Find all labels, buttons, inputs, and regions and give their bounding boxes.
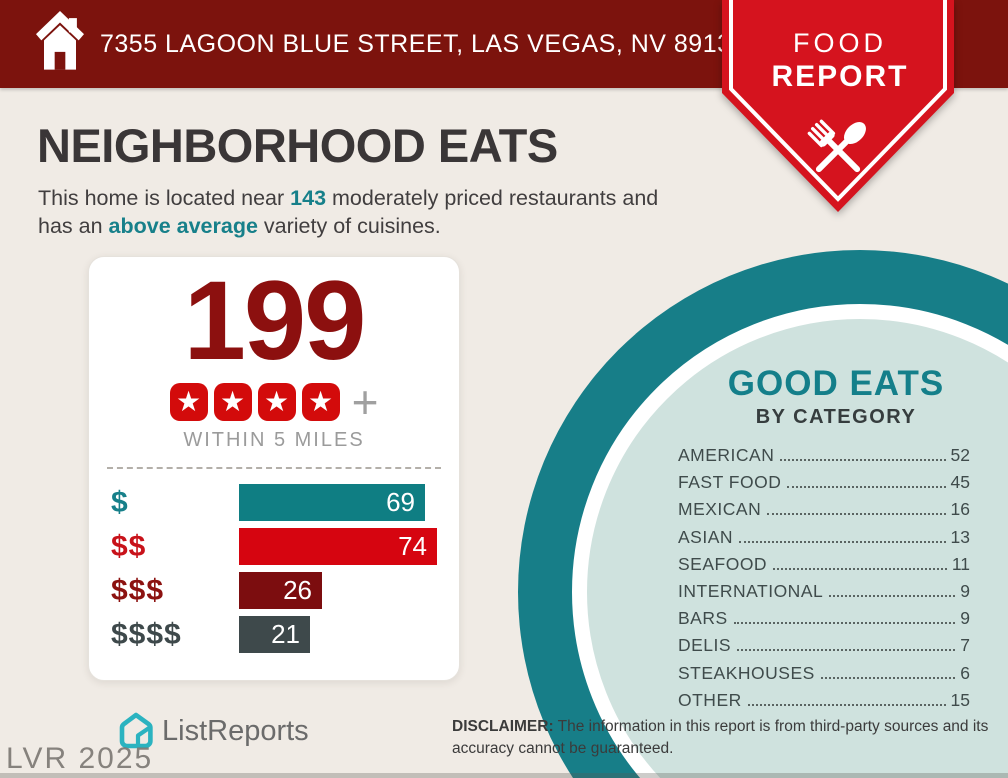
bar-fill: 21 xyxy=(239,616,310,653)
bar-value: 69 xyxy=(386,487,415,517)
category-value: 15 xyxy=(950,689,970,710)
category-list: AMERICAN 52 FAST FOOD 45 MEXICAN 16 ASIAN 13 SEA… xyxy=(678,445,970,717)
category-value: 52 xyxy=(950,445,970,465)
price-bars: $69 $$ 74 $$$ 26 $$$$ 21 xyxy=(89,469,459,653)
restaurant-summary-card: 199 ★ ★ ★ ★ + WITHIN 5 MILES $69 $$ 74 $$$ 26 $$$… xyxy=(88,256,460,681)
category-value: 45 xyxy=(950,472,970,493)
dotted-leader xyxy=(820,676,956,679)
category-row: DELIS 7 xyxy=(678,635,970,662)
category-label: FAST FOOD xyxy=(678,472,782,493)
category-label: OTHER xyxy=(678,689,742,710)
category-label: STEAKHOUSES xyxy=(678,662,815,683)
bar-fill: 74 xyxy=(239,528,437,565)
bar-track: 74 xyxy=(239,528,439,565)
category-row: INTERNATIONAL 9 xyxy=(678,581,970,608)
bottom-edge xyxy=(0,773,1008,778)
home-icon xyxy=(36,11,84,70)
dotted-leader xyxy=(739,540,946,543)
utensils-icon xyxy=(807,119,866,173)
food-report-badge: FOOD REPORT xyxy=(722,0,954,212)
intro-line-1: This home is located near 143 moderately… xyxy=(38,186,659,210)
listreports-logo: ListReports xyxy=(118,712,309,750)
category-label: BARS xyxy=(678,608,728,629)
good-eats-title: GOOD EATS xyxy=(727,364,945,403)
category-value: 9 xyxy=(960,580,970,601)
good-eats-subtitle: BY CATEGORY xyxy=(755,406,917,428)
category-row: MEXICAN 16 xyxy=(678,499,970,526)
category-row: AMERICAN 52 xyxy=(678,445,970,472)
bar-track: 21 xyxy=(239,616,439,653)
category-row: BARS 9 xyxy=(678,608,970,635)
price-tier-label: $$$ xyxy=(111,573,165,607)
price-bar-row: $$ 74 xyxy=(111,528,439,565)
bar-value: 21 xyxy=(271,619,300,649)
category-value: 11 xyxy=(951,553,970,574)
category-label: INTERNATIONAL xyxy=(678,580,824,601)
star-icon: ★ xyxy=(301,383,340,421)
disclaimer: DISCLAIMER: The information in this repo… xyxy=(452,718,989,757)
dotted-leader xyxy=(773,567,947,570)
dotted-leader xyxy=(737,649,956,652)
category-value: 13 xyxy=(950,526,970,547)
intro-text: This home is located near 143 moderately… xyxy=(38,184,738,241)
category-label: AMERICAN xyxy=(678,445,775,465)
plus-sign: + xyxy=(351,376,379,428)
star-icon: ★ xyxy=(257,383,296,421)
watermark: LVR 2025 xyxy=(6,742,154,775)
star-icon: ★ xyxy=(213,383,252,421)
price-tier-label: $$$$ xyxy=(111,617,182,651)
price-tier-label: $ xyxy=(111,485,129,519)
price-tier-label: $$ xyxy=(111,529,147,563)
category-label: ASIAN xyxy=(678,526,734,547)
price-bar-row: $$$$ 21 xyxy=(111,616,439,653)
category-value: 16 xyxy=(950,499,970,520)
badge-line2: REPORT xyxy=(771,60,908,93)
dotted-leader xyxy=(747,703,946,706)
category-row: OTHER 15 xyxy=(678,690,970,717)
price-bar-row: $$$ 26 xyxy=(111,572,439,609)
category-label: SEAFOOD xyxy=(678,553,768,574)
category-row: ASIAN 13 xyxy=(678,527,970,554)
category-row: STEAKHOUSES 6 xyxy=(678,663,970,690)
variety-highlight: above average xyxy=(108,214,258,239)
total-restaurants: 199 xyxy=(183,258,367,383)
category-value: 6 xyxy=(960,662,970,683)
dotted-leader xyxy=(829,594,956,597)
bar-fill: 69 xyxy=(239,484,425,521)
disclaimer-label: DISCLAIMER: xyxy=(452,718,554,735)
property-address: 7355 LAGOON BLUE STREET, LAS VEGAS, NV 8… xyxy=(100,29,746,58)
price-bar-row: $69 xyxy=(111,484,439,521)
dotted-leader xyxy=(767,513,946,516)
bar-track: 26 xyxy=(239,572,439,609)
page-title: NEIGHBORHOOD EATS xyxy=(37,119,558,172)
intro-line-2: has an above average variety of cuisines… xyxy=(38,214,441,239)
listreports-house-icon xyxy=(119,712,153,749)
dotted-leader xyxy=(780,459,946,461)
category-value: 9 xyxy=(960,608,970,629)
radius-label: WITHIN 5 MILES xyxy=(183,429,365,451)
restaurant-count: 143 xyxy=(290,186,327,210)
category-label: MEXICAN xyxy=(678,499,762,520)
category-row: SEAFOOD 11 xyxy=(678,554,970,581)
category-row: FAST FOOD 45 xyxy=(678,472,970,499)
dotted-leader xyxy=(733,622,956,625)
dotted-leader xyxy=(787,486,946,489)
bar-value: 26 xyxy=(283,575,312,605)
good-eats-panel: GOOD EATS BY CATEGORY AMERICAN 52 FAST FOO… xyxy=(678,364,970,717)
bar-value: 74 xyxy=(398,531,427,561)
stars-row: ★ ★ ★ ★ + xyxy=(89,376,459,428)
star-icon: ★ xyxy=(169,383,208,421)
badge-line1: FOOD xyxy=(793,28,887,58)
category-label: DELIS xyxy=(678,635,732,656)
bar-track: 69 xyxy=(239,484,439,521)
category-value: 7 xyxy=(960,635,970,656)
brand-name: ListReports xyxy=(162,714,309,747)
bar-fill: 26 xyxy=(239,572,322,609)
dashed-divider xyxy=(107,467,441,469)
